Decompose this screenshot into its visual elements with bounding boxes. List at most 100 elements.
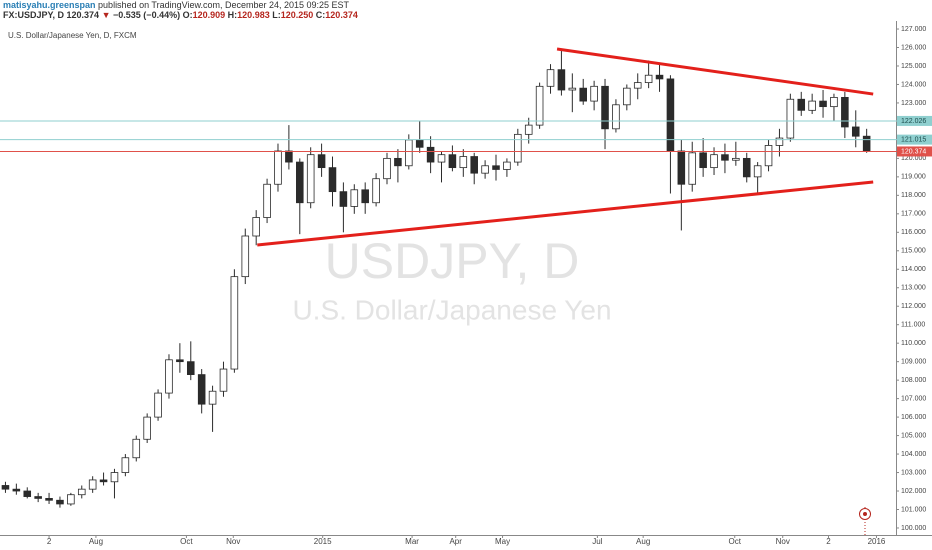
candle-body [241, 235, 250, 278]
candle-body [285, 150, 293, 163]
candle-body [862, 135, 871, 152]
candle-body [699, 152, 707, 169]
candle-body [56, 499, 64, 505]
x-tick-label: Jul [592, 537, 602, 546]
y-tick-label: 116.000 [901, 229, 926, 236]
candle-body [841, 96, 849, 128]
y-tick-label: 120.000 [901, 155, 926, 162]
arrow: ▼ [101, 10, 111, 20]
candle-body [361, 189, 369, 204]
candle-body [786, 98, 795, 139]
price-label-bg [897, 146, 932, 157]
x-tick-label: 2015 [314, 537, 332, 546]
l-label: L: [272, 10, 281, 20]
x-tick-label: 2 [47, 537, 52, 546]
watermark-sub: U.S. Dollar/Japanese Yen [292, 294, 611, 325]
candle-body [623, 87, 631, 106]
x-tick-label: Mar [405, 537, 419, 546]
candle-body [677, 150, 686, 185]
candle-body [121, 457, 130, 473]
price-label: 122.026 [901, 118, 926, 125]
close: 120.374 [325, 10, 358, 20]
candle-body [230, 276, 239, 370]
candle-body [372, 178, 380, 204]
candle-body [742, 157, 751, 178]
x-tick-label: Oct [729, 537, 742, 546]
candle-body [208, 390, 217, 405]
author[interactable]: matisyahu.greenspan [3, 0, 96, 10]
y-tick-label: 107.000 [901, 395, 926, 402]
y-tick-label: 106.000 [901, 414, 926, 421]
x-tick-label: Aug [636, 537, 650, 546]
price-label: 120.374 [901, 148, 926, 155]
candle-body [154, 392, 162, 418]
candle-body [317, 154, 326, 169]
candle-body [99, 479, 108, 483]
candle-body [732, 157, 740, 161]
y-tick-label: 118.000 [901, 192, 926, 199]
y-tick-label: 101.000 [901, 506, 926, 513]
candle-body [132, 438, 141, 459]
high: 120.983 [237, 10, 270, 20]
candle-body [459, 156, 468, 169]
x-tick-label: Apr [449, 537, 462, 546]
open: 120.909 [192, 10, 226, 20]
y-tick-label: 100.000 [901, 525, 926, 532]
candle-body [721, 154, 729, 161]
y-tick-label: 123.000 [901, 100, 926, 107]
c-label: C: [315, 10, 326, 20]
price-label-bg [897, 134, 932, 145]
candle-body [1, 485, 10, 490]
candle-body [514, 133, 522, 163]
candle-body [197, 374, 206, 405]
candle-body [797, 98, 806, 111]
y-tick-label: 105.000 [901, 432, 926, 439]
candle-body [426, 146, 435, 163]
candle-body [34, 496, 42, 499]
candle-body [296, 161, 304, 204]
candle-body [405, 139, 413, 167]
candle-body [110, 472, 119, 483]
candle-body [176, 359, 184, 363]
y-tick-label: 117.000 [901, 211, 926, 218]
candle-body [524, 124, 533, 135]
x-tick-label: Aug [89, 537, 103, 546]
candle-body [350, 189, 359, 207]
candle-body [186, 361, 195, 375]
y-tick-label: 119.000 [901, 174, 926, 181]
candle-body [274, 150, 282, 185]
trend-line [257, 180, 874, 247]
y-tick-label: 114.000 [901, 266, 926, 273]
candle-body [492, 165, 500, 170]
candle-body [546, 69, 555, 87]
price-label: 121.015 [901, 136, 926, 143]
candle-body [45, 498, 53, 501]
y-tick-label: 125.000 [901, 63, 926, 70]
last-price: 120.374 [66, 10, 100, 20]
watermark: USDJPY, D [325, 233, 580, 289]
candle-body [830, 96, 838, 108]
y-tick-label: 109.000 [901, 359, 926, 366]
low: 120.250 [280, 10, 314, 20]
candle-body [383, 157, 391, 180]
y-tick-label: 115.000 [901, 248, 926, 255]
candle-body [644, 74, 653, 84]
candle-body [23, 490, 32, 497]
y-tick-label: 127.000 [901, 26, 926, 33]
price-label-bg [897, 115, 932, 126]
candle-body [263, 183, 271, 218]
candle-body [590, 85, 598, 102]
candle-body [306, 154, 315, 204]
candle-body [12, 488, 21, 492]
candle-body [557, 69, 566, 91]
candle-body [481, 165, 489, 174]
x-tick-label: Oct [180, 537, 193, 546]
candle-body [753, 165, 762, 178]
candle-body [143, 416, 151, 440]
candle-body [764, 145, 773, 167]
event-dot [863, 512, 867, 516]
candle-body [165, 359, 173, 394]
candle-body [851, 126, 860, 137]
y-tick-label: 104.000 [901, 451, 926, 458]
